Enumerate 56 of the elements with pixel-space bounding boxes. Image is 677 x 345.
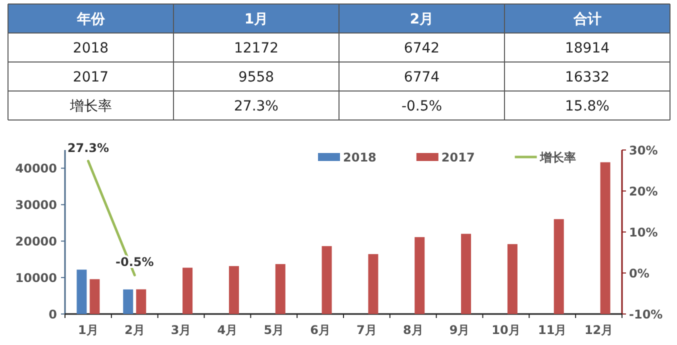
x-tick-label: 7月 xyxy=(356,323,377,337)
y-tick-label: 40000 xyxy=(15,162,57,176)
bar xyxy=(76,270,87,314)
bar xyxy=(507,244,518,314)
bar xyxy=(123,289,134,314)
bar xyxy=(461,234,472,314)
category-label: 增长率 xyxy=(70,98,112,114)
text: 18914 xyxy=(564,40,610,56)
legend-label: 增长率 xyxy=(538,150,576,164)
y-tick-label: 20000 xyxy=(15,234,57,249)
x-tick-label: 10月 xyxy=(492,323,520,337)
text: 15.8% xyxy=(565,98,610,114)
bar xyxy=(182,268,193,314)
legend-label: 2018 xyxy=(343,150,376,164)
bar xyxy=(414,237,425,314)
x-tick-label: 5月 xyxy=(264,323,284,337)
category-label: 2018 xyxy=(72,40,109,56)
y2-tick-label: 30% xyxy=(629,144,658,158)
text: 6742 xyxy=(404,40,440,56)
bar xyxy=(228,266,239,314)
text: 9558 xyxy=(238,70,274,86)
y-tick-label: 0 xyxy=(48,308,57,322)
y2-tick-label: 0% xyxy=(629,266,650,280)
bar xyxy=(600,162,610,314)
category-label: 年份 xyxy=(76,12,106,28)
x-tick-label: 8月 xyxy=(402,323,424,337)
legend-label: 2017 xyxy=(441,150,475,164)
text: -0.5% xyxy=(401,98,442,114)
y-tick-label: 30000 xyxy=(15,198,57,212)
x-tick-label: 2月 xyxy=(124,323,145,337)
category-label: 2月 xyxy=(410,12,434,28)
text: 12172 xyxy=(234,40,279,56)
category-label: 2017 xyxy=(72,70,109,86)
bar xyxy=(275,264,286,314)
x-tick-label: 11月 xyxy=(538,323,567,337)
x-tick-label: 3月 xyxy=(170,323,192,337)
text: 16332 xyxy=(564,70,610,86)
text: 27.3% xyxy=(234,98,278,114)
bar xyxy=(136,289,146,314)
y2-tick-label: 20% xyxy=(629,184,658,198)
y2-tick-label: -10% xyxy=(629,308,663,322)
x-tick-label: 6月 xyxy=(310,323,330,337)
data-label: 27.3% xyxy=(67,141,110,156)
x-tick-label: 1月 xyxy=(78,323,98,337)
bar xyxy=(90,279,100,314)
bar xyxy=(368,254,378,314)
x-tick-label: 9月 xyxy=(449,323,470,337)
category-label: 1月 xyxy=(244,12,268,28)
y2-tick-label: 10% xyxy=(629,226,658,240)
x-tick-label: 4月 xyxy=(217,323,238,337)
x-tick-label: 12月 xyxy=(584,323,614,337)
bar xyxy=(322,246,332,314)
y-tick-label: 10000 xyxy=(15,271,57,286)
category-label: 合计 xyxy=(572,12,602,28)
text: 6774 xyxy=(404,70,440,86)
bar xyxy=(554,219,564,314)
